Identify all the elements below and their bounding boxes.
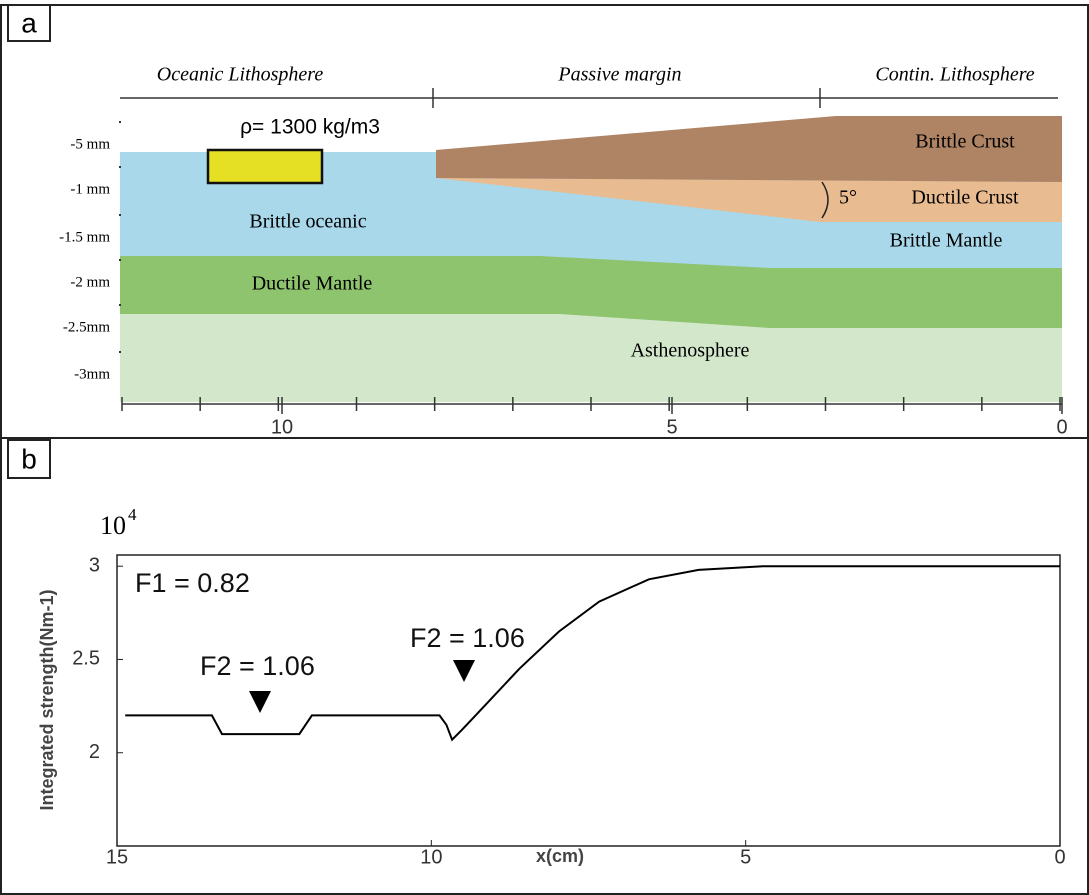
depth-tick [119,166,121,168]
depth-label: -5 mm [70,136,110,152]
x-tick-label: 0 [1056,416,1067,438]
x-tick-label: 5 [666,416,677,438]
angle-label: 5° [839,187,857,209]
header: Contin. Lithosphere [875,64,1034,86]
layer-label: Ductile Mantle [252,273,373,295]
header: Passive margin [557,64,681,86]
panel-label: a [21,7,37,38]
layer-label: Ductile Crust [911,187,1019,209]
depth-label: -1 mm [70,181,110,197]
depth-tick [119,259,121,261]
layer-label: Brittle Mantle [890,230,1003,252]
depth-tick [119,214,121,216]
layer-label: Asthenosphere [631,340,750,362]
depth-tick [119,304,121,306]
load-block [208,150,322,183]
depth-tick [119,121,121,123]
depth-label: -3mm [74,366,110,382]
y-tick-label: 2.5 [72,648,100,670]
header: Oceanic Lithosphere [157,64,324,86]
x-tick-label: 10 [420,846,442,868]
marker-triangle [453,660,475,682]
x-tick-label: 0 [1054,846,1065,868]
marker-triangle [249,691,271,713]
y-tick-label: 2 [89,741,100,763]
annotation: F1 = 0.82 [135,568,250,598]
layer-label: Brittle Crust [915,131,1015,153]
figure: a Oceanic Lithosphere Passive margin Con… [0,0,1089,895]
region-bracket [120,88,1058,108]
y-tick-label: 3 [89,554,100,576]
x-tick-label: 15 [106,846,128,868]
y-axis-label: Integrated strength(Nm-1) [37,589,57,810]
panel-label: b [21,443,37,474]
annotation: F2 = 1.06 [410,623,525,653]
annotation: F2 = 1.06 [200,651,315,681]
depth-tick [119,351,121,353]
x-tick-label: 10 [271,416,293,438]
depth-label: -2 mm [70,274,110,290]
depth-label: -1.5 mm [59,229,110,245]
layer-label: Brittle oceanic [249,211,366,233]
x-tick-label: 5 [740,846,751,868]
depth-label: -2.5mm [63,319,110,335]
density-label: ρ= 1300 kg/m3 [240,116,380,139]
x-axis-label: x(cm) [536,846,584,866]
y-scale-base: 10 [100,511,126,540]
y-scale-exponent: 4 [128,505,137,524]
